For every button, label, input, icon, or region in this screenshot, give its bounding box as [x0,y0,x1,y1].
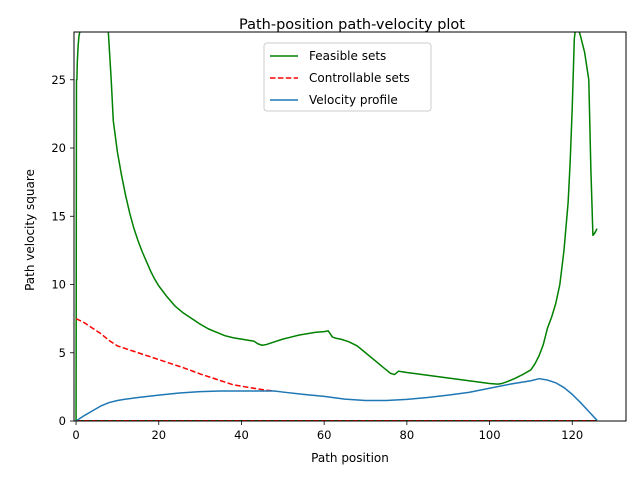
velocity-profile-line [75,377,598,421]
legend-box [263,42,432,112]
y-tick-label: 5 [59,346,66,360]
feasible-sets-line [75,32,81,421]
y-axis-ticks: 0 5 10 15 20 25 [51,73,74,428]
feasible-sets-line [578,32,598,237]
y-tick-label: 15 [51,209,66,223]
legend: Feasible sets Controllable sets Velocity p… [263,42,432,112]
chart-title: Path-position path-velocity plot [239,17,465,33]
x-tick-label: 80 [400,428,415,442]
feasible-sets-line [107,32,576,385]
x-tick-label: 100 [479,428,501,442]
controllable-sets-line [75,317,275,392]
x-tick-label: 40 [234,428,249,442]
legend-label-controllable-sets: Controllable sets [309,71,410,85]
x-tick-label: 120 [561,428,583,442]
x-tick-label: 0 [72,428,79,442]
y-tick-label: 0 [59,414,66,428]
legend-label-feasible-sets: Feasible sets [309,49,386,63]
y-axis-label: Path velocity square [23,169,37,291]
x-tick-label: 60 [317,428,332,442]
x-tick-label: 20 [151,428,166,442]
y-tick-label: 20 [51,141,66,155]
y-tick-label: 25 [51,73,66,87]
plot-frame [73,31,627,422]
x-axis-ticks: 0 20 40 60 80 100 120 [72,421,583,442]
y-tick-label: 10 [51,278,66,292]
legend-label-velocity-profile: Velocity profile [309,93,398,107]
x-axis-label: Path position [311,451,389,465]
